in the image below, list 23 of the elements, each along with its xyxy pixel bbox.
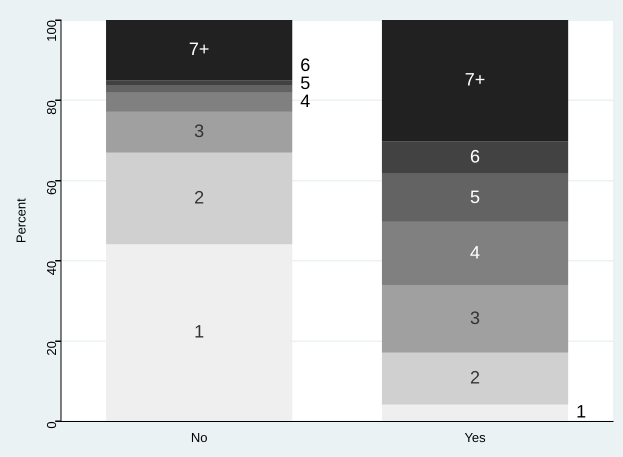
text: 3 — [470, 308, 480, 328]
series-label: 3 — [194, 120, 204, 141]
text: 4 — [470, 242, 480, 263]
text: 6 — [300, 55, 310, 76]
y-tick-label: 60 — [44, 180, 59, 196]
text: 7+ — [464, 70, 486, 90]
series-label: 5 — [300, 73, 310, 94]
y-tick-label: 20 — [44, 341, 59, 356]
text: 2 — [194, 187, 204, 208]
y-tick-label: 0 — [44, 421, 59, 429]
y-tick-label: 40 — [44, 260, 59, 276]
series-label: 7+ — [188, 39, 210, 60]
x-tick-label: No — [190, 430, 208, 445]
series-label: 4 — [300, 91, 310, 112]
series-label: 2 — [470, 368, 480, 388]
series-label: 6 — [470, 146, 480, 166]
y-tick-label: 100 — [44, 20, 59, 42]
text: 1 — [194, 321, 204, 342]
y-axis-title: Percent — [13, 198, 28, 244]
series-label: 1 — [576, 402, 586, 422]
text: 5 — [470, 186, 480, 207]
x-tick-label: Yes — [464, 430, 486, 445]
y-tick-label: 80 — [44, 100, 59, 115]
